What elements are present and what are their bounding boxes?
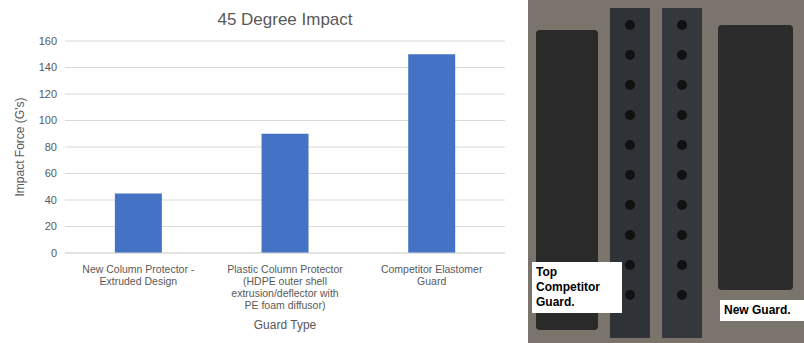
html-text:New Guard.: New Guard. xyxy=(724,303,791,317)
svg-text:Guard Type: Guard Type xyxy=(254,318,317,332)
svg-text:80: 80 xyxy=(45,141,57,153)
svg-text:20: 20 xyxy=(45,220,57,232)
html-text:Top Competitor Guard.: Top Competitor Guard. xyxy=(536,265,600,309)
svg-text:120: 120 xyxy=(39,88,57,100)
svg-text:160: 160 xyxy=(39,36,57,47)
svg-text:0: 0 xyxy=(51,247,57,259)
svg-text:Competitor ElastomerGuard: Competitor ElastomerGuard xyxy=(381,263,483,287)
svg-text:100: 100 xyxy=(39,114,57,126)
svg-text:Plastic Column Protector(HDPE: Plastic Column Protector(HDPE outer shel… xyxy=(227,263,343,311)
html-text:45 Degree Impact: 45 Degree Impact xyxy=(217,10,353,29)
svg-text:Impact Force (G's): Impact Force (G's) xyxy=(13,98,27,197)
svg-text:140: 140 xyxy=(39,61,57,73)
svg-text:40: 40 xyxy=(45,194,57,206)
svg-text:60: 60 xyxy=(45,167,57,179)
svg-text:New Column Protector -Extruded: New Column Protector -Extruded Design xyxy=(82,263,195,287)
